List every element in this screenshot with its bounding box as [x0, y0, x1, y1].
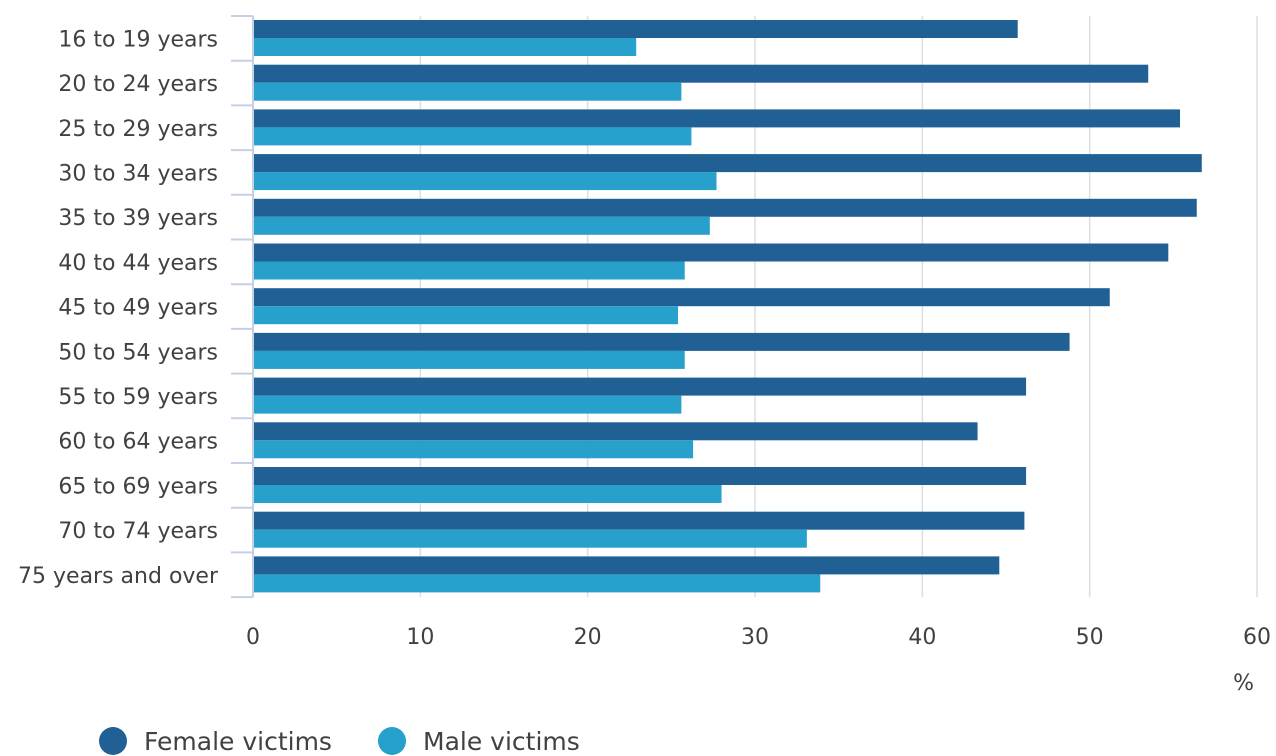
female-bar: [253, 20, 1018, 38]
female-bar: [253, 64, 1149, 83]
x-tick-labels: 0 10 20 30 40 50 60: [246, 625, 1271, 650]
female-bar: [253, 243, 1169, 262]
legend-label: Male victims: [423, 727, 580, 756]
legend-swatch-female: [99, 727, 127, 755]
legend-swatch-male: [378, 727, 406, 755]
male-bar: [253, 395, 682, 414]
category-label: 30 to 34 years: [58, 161, 218, 186]
category-label: 65 to 69 years: [58, 474, 218, 499]
x-tick-label: 60: [1243, 625, 1271, 650]
category-label: 55 to 59 years: [58, 385, 218, 410]
category-label: 50 to 54 years: [58, 340, 218, 365]
male-bar: [253, 82, 682, 101]
male-bar: [253, 127, 692, 146]
female-bar: [253, 511, 1025, 530]
x-tick-label: 0: [246, 625, 260, 650]
category-label: 70 to 74 years: [58, 519, 218, 544]
male-bar: [253, 261, 685, 280]
legend: Female victims Male victims: [99, 727, 580, 756]
bars: [253, 20, 1202, 593]
category-label: 75 years and over: [18, 564, 219, 589]
female-bar: [253, 198, 1197, 217]
male-bar: [253, 306, 679, 325]
female-bar: [253, 556, 1000, 575]
x-tick-label: 10: [406, 625, 434, 650]
male-bar: [253, 216, 710, 235]
female-bar: [253, 288, 1110, 307]
female-bar: [253, 422, 978, 441]
y-axis: [231, 15, 254, 599]
category-label: 16 to 19 years: [58, 27, 218, 52]
x-tick-label: 20: [574, 625, 602, 650]
x-tick-label: 30: [741, 625, 769, 650]
female-bar: [253, 332, 1070, 351]
x-axis-unit-label: %: [1233, 671, 1254, 696]
category-label: 40 to 44 years: [58, 251, 218, 276]
category-label: 25 to 29 years: [58, 117, 218, 142]
category-label: 20 to 24 years: [58, 72, 218, 97]
male-bar: [253, 440, 694, 459]
category-label: 45 to 49 years: [58, 296, 218, 321]
category-labels: 16 to 19 years 20 to 24 years 25 to 29 yea…: [18, 27, 219, 588]
x-tick-label: 40: [908, 625, 936, 650]
female-bar: [253, 109, 1181, 128]
category-label: 60 to 64 years: [58, 430, 218, 455]
male-bar: [253, 38, 637, 56]
legend-label: Female victims: [144, 727, 332, 756]
male-bar: [253, 485, 722, 503]
female-bar: [253, 154, 1202, 173]
female-bar: [253, 467, 1027, 485]
male-bar: [253, 529, 807, 548]
male-bar: [253, 172, 717, 191]
female-bar: [253, 377, 1027, 396]
x-tick-label: 50: [1076, 625, 1104, 650]
male-bar: [253, 350, 685, 369]
male-bar: [253, 574, 821, 593]
category-label: 35 to 39 years: [58, 206, 218, 231]
